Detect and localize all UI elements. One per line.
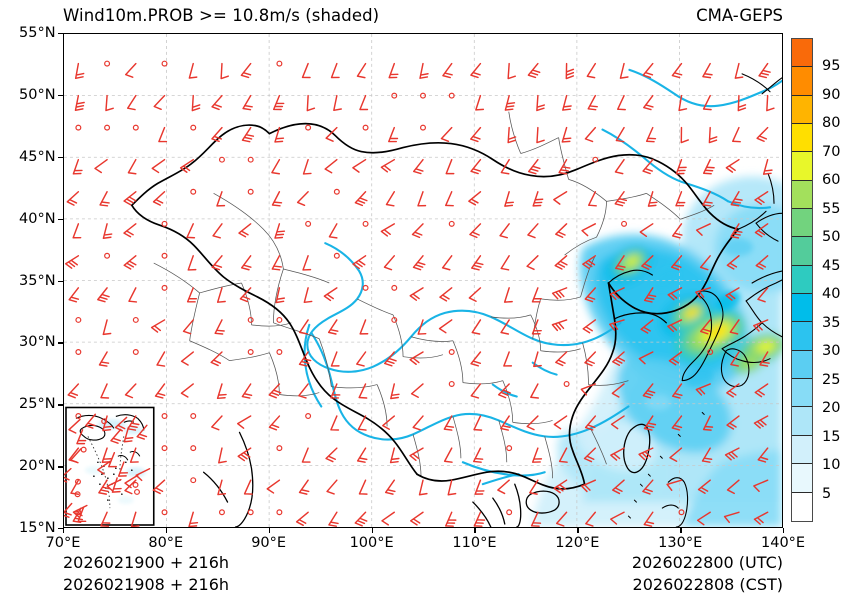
x-tickmark [680, 528, 682, 533]
south-china-sea-inset [65, 406, 155, 526]
colorbar-band [792, 407, 812, 436]
colorbar-tick-label: 10 [822, 457, 841, 474]
x-tick-label: 130°E [658, 535, 703, 551]
x-tickmark [165, 528, 168, 533]
y-tick-label: 20°N [19, 458, 56, 475]
colorbar-band [792, 124, 812, 153]
y-tickmark [58, 342, 63, 344]
x-tick-label: 110°E [452, 535, 497, 551]
colorbar-tick-label: 60 [822, 172, 841, 189]
colorbar-tick-label: 35 [822, 314, 841, 331]
colorbar-tick-label: 80 [822, 115, 841, 132]
y-tick-label: 40°N [19, 210, 56, 227]
colorbar-band [792, 95, 812, 125]
y-tickmark [58, 33, 63, 35]
x-tickmark [577, 528, 579, 533]
x-tickmark [474, 528, 476, 533]
y-tickmark [58, 466, 63, 468]
y-tickmark [58, 218, 63, 221]
colorbar-band [792, 265, 812, 295]
y-tickmark [58, 280, 63, 282]
x-tickmark [63, 528, 65, 533]
valid-time-utc-label: 2026022800 (UTC) [631, 553, 783, 572]
colorbar-band [792, 464, 812, 493]
x-tick-label: 100°E [349, 535, 394, 551]
y-tick-label: 15°N [19, 520, 56, 536]
colorbar-tick-label: 5 [822, 485, 832, 502]
x-tickmark [783, 528, 785, 533]
map-gridlines [64, 34, 782, 527]
colorbar-band [792, 67, 812, 96]
colorbar-tick-label: 70 [822, 143, 841, 160]
y-tick-label: 35°N [19, 272, 56, 289]
y-tickmark [58, 528, 63, 530]
colorbar-tick-label: 40 [822, 286, 841, 303]
chart-title: Wind10m.PROB >= 10.8m/s (shaded) [63, 6, 380, 25]
colorbar-tick-label: 15 [822, 428, 841, 445]
y-tickmark [58, 94, 63, 97]
map-plot-area[interactable] [63, 33, 783, 528]
y-tick-label: 55°N [19, 25, 56, 41]
y-tick-label: 45°N [19, 148, 56, 165]
colorbar-tick-label: 95 [822, 58, 841, 75]
y-tick-label: 25°N [19, 396, 56, 413]
x-tick-label: 140°E [761, 535, 806, 551]
colorbar-band [792, 180, 812, 210]
x-tick-label: 90°E [251, 535, 287, 551]
valid-time-cst-label: 2026022808 (CST) [632, 575, 783, 594]
colorbar-band [792, 209, 812, 238]
colorbar-band [792, 237, 812, 266]
x-tick-label: 70°E [45, 535, 81, 551]
x-tickmark [371, 528, 373, 533]
x-tick-label: 80°E [148, 535, 184, 551]
colorbar-tick-label: 20 [822, 400, 841, 417]
colorbar-band [792, 379, 812, 408]
y-tickmark [58, 156, 63, 159]
colorbar-band [792, 492, 812, 521]
colorbar-tick-label: 45 [822, 257, 841, 274]
colorbar-band [792, 350, 812, 380]
y-tick-label: 50°N [19, 86, 56, 103]
x-tick-label: 120°E [555, 535, 600, 551]
colorbar-band [792, 39, 812, 68]
colorbar-tick-label: 55 [822, 200, 841, 217]
map-canvas [64, 34, 782, 527]
colorbar[interactable] [791, 38, 813, 522]
colorbar-band [792, 322, 812, 351]
colorbar-tick-label: 25 [822, 371, 841, 388]
probability-shading-detail [645, 238, 754, 411]
colorbar-tick-label: 90 [822, 86, 841, 103]
colorbar-band [792, 294, 812, 323]
colorbar-tick-label: 50 [822, 229, 841, 246]
x-tickmark [268, 528, 271, 533]
colorbar-band [792, 152, 812, 181]
init-time-utc-label: 2026021900 + 216h [63, 553, 230, 572]
y-tickmark [58, 404, 63, 406]
colorbar-tick-label: 30 [822, 343, 841, 360]
colorbar-band [792, 435, 812, 465]
y-tick-label: 30°N [19, 334, 56, 351]
model-name-label: CMA-GEPS [696, 6, 783, 25]
init-time-cst-label: 2026021908 + 216h [63, 575, 230, 594]
